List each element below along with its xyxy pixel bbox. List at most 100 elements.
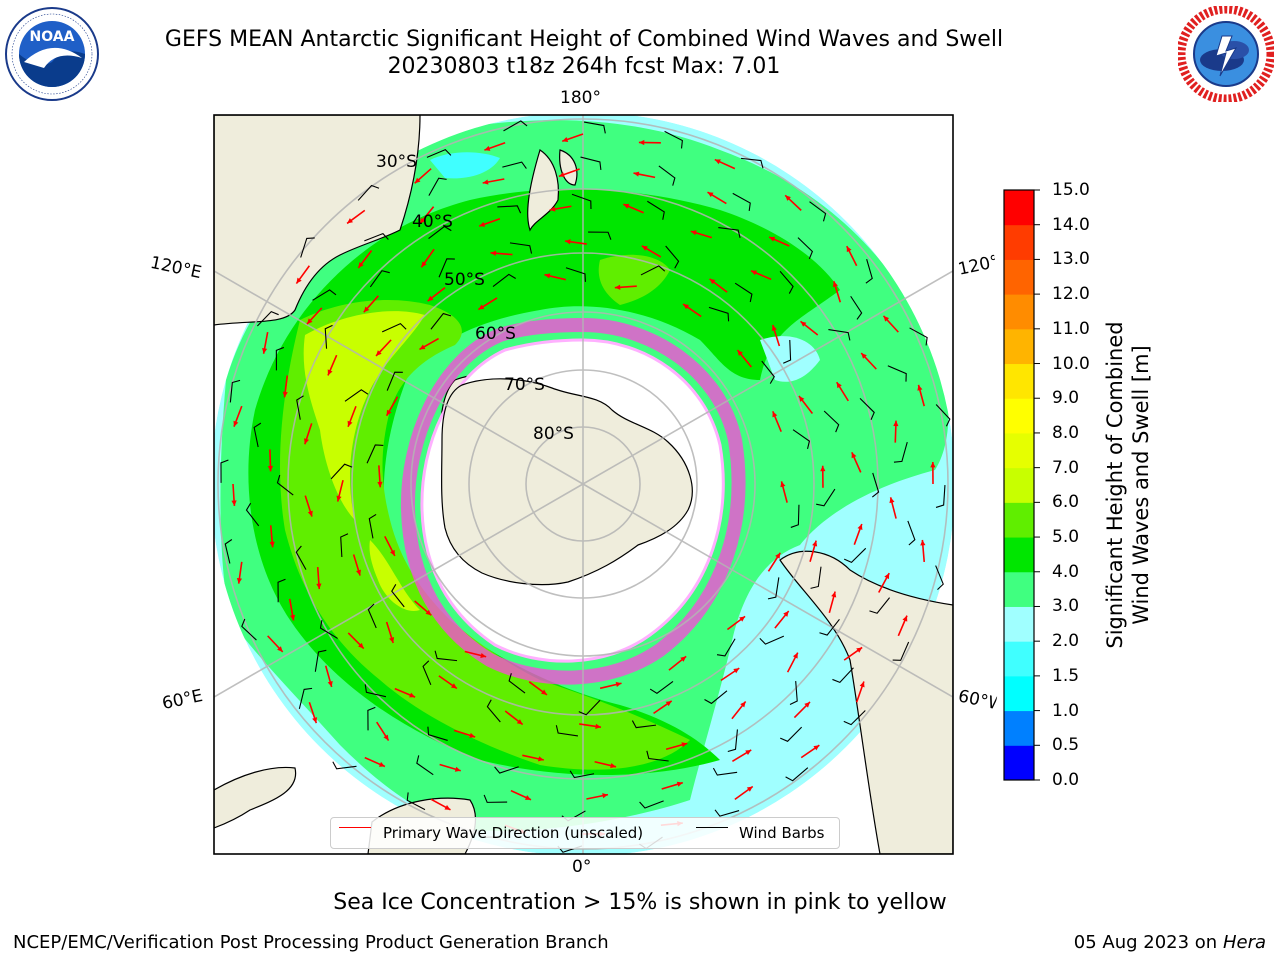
wave-arrow-head — [347, 218, 353, 224]
wind-barb — [367, 706, 376, 731]
wind-barb — [241, 618, 257, 641]
footer-credit: NCEP/EMC/Verification Post Processing Pr… — [13, 932, 609, 953]
wind-barb — [367, 603, 377, 629]
wave-arrow-head — [638, 139, 645, 146]
wind-barb — [583, 121, 606, 134]
wave-arrow-head — [427, 295, 434, 302]
sea-ice-caption: Sea Ice Concentration > 15% is shown in … — [333, 890, 947, 915]
wave-arrow-head — [490, 250, 497, 256]
wind-barb — [555, 725, 579, 737]
wind-barb — [907, 520, 916, 546]
colorbar-tick-label: 7.0 — [1052, 457, 1080, 478]
wind-barb — [497, 205, 522, 214]
wind-barb — [909, 327, 928, 346]
wave-arrow-head — [798, 396, 805, 402]
wind-barb — [859, 397, 875, 420]
wave-arrow-head — [478, 304, 485, 310]
wave-arrow-head — [484, 145, 491, 151]
svg-text:NOAA: NOAA — [30, 29, 75, 45]
colorbar-tick-label: 0.0 — [1052, 770, 1080, 790]
wind-barb — [571, 193, 592, 210]
wave-arrow-head — [745, 749, 752, 755]
wind-barb — [434, 650, 458, 662]
wave-arrow-head — [681, 742, 688, 748]
colorbar-tick-label: 2.0 — [1052, 631, 1080, 652]
wave-arrow-head — [746, 786, 753, 792]
wave-arrow-head — [889, 497, 895, 504]
wind-barb — [340, 533, 349, 558]
wind-barb — [312, 289, 337, 301]
wave-arrow-head — [262, 347, 268, 354]
colorbar-tick-label: 15.0 — [1052, 180, 1090, 200]
wind-barb — [569, 770, 595, 779]
wind-barb — [298, 687, 313, 709]
colorbar — [1004, 189, 1040, 781]
wind-barb — [647, 200, 665, 220]
wave-arrow-head — [832, 281, 838, 288]
wave-arrow-head — [236, 577, 243, 584]
wind-barb — [319, 620, 338, 639]
wave-arrow-head — [480, 652, 487, 659]
wave-arrow-head — [836, 382, 842, 389]
wind-barb — [229, 379, 241, 403]
wave-arrow-head — [610, 763, 617, 769]
noaa-logo: NOAA — [4, 6, 100, 102]
colorbar-bin — [1004, 328, 1034, 365]
wave-arrow-head — [419, 344, 426, 350]
wind-barb — [369, 270, 390, 288]
wave-direction-legend-label: Primary Wave Direction (unscaled) — [383, 824, 644, 842]
wave-arrow-head — [390, 549, 395, 556]
wave-arrow-head — [425, 609, 432, 616]
chart-title: GEFS MEAN Antarctic Significant Height o… — [164, 27, 1004, 52]
wave-arrow-head — [524, 795, 531, 800]
lat-label-60s: 60°S — [475, 324, 516, 344]
wave-arrow-head — [707, 192, 714, 198]
wind-barb — [565, 267, 586, 282]
wave-arrow-head — [562, 137, 569, 142]
wave-arrow-head — [857, 523, 863, 530]
wind-barb — [430, 312, 452, 330]
wind-barb — [843, 547, 867, 564]
wind-barb — [366, 444, 384, 464]
wave-arrow-head — [336, 495, 342, 502]
wave-arrow-head — [558, 172, 565, 178]
wind-barb — [869, 597, 891, 614]
colorbar-tick-label: 14.0 — [1052, 214, 1090, 235]
wind-barb — [790, 504, 800, 528]
wind-barb — [767, 577, 780, 600]
colorbar-tick-label: 4.0 — [1052, 561, 1080, 582]
wind-barb — [649, 680, 674, 695]
colorbar-tick-label: 5.0 — [1052, 527, 1080, 548]
wind-barb — [275, 346, 284, 371]
wind-barb — [296, 395, 304, 420]
wind-barb — [428, 225, 452, 240]
colorbar-tick-label: 12.0 — [1052, 284, 1090, 305]
lon-label-180: 180° — [560, 88, 601, 108]
wind-barb — [658, 165, 676, 186]
wind-barb — [502, 161, 527, 169]
wind-barb — [783, 340, 792, 364]
wave-arrow-head — [290, 614, 296, 621]
wind-barb — [224, 539, 233, 564]
wave-arrow-head — [772, 411, 778, 418]
wind-barb — [578, 699, 601, 716]
wave-arrow-head — [414, 177, 421, 184]
wind-barb — [714, 809, 740, 817]
wave-arrow-head — [846, 246, 852, 253]
wave-arrow-head — [231, 500, 237, 506]
wind-barb — [332, 761, 357, 770]
wave-arrow-head — [537, 756, 544, 762]
wind-barb — [277, 578, 286, 603]
colorbar-frame — [1003, 189, 1035, 781]
wind-barb — [935, 404, 951, 427]
colorbar-tick-label: 1.0 — [1052, 700, 1080, 721]
wind-barb — [386, 371, 403, 391]
wave-arrow-head — [306, 318, 313, 325]
wave-arrow-head — [482, 179, 489, 185]
colorbar-bin — [1004, 398, 1034, 434]
wind-barb — [438, 258, 455, 278]
colorbar-label-line2: Wind Waves and Swell [m] — [1129, 345, 1153, 625]
wave-arrow-head — [233, 420, 239, 427]
map-legend: Primary Wave Direction (unscaled) Wind B… — [330, 817, 840, 849]
